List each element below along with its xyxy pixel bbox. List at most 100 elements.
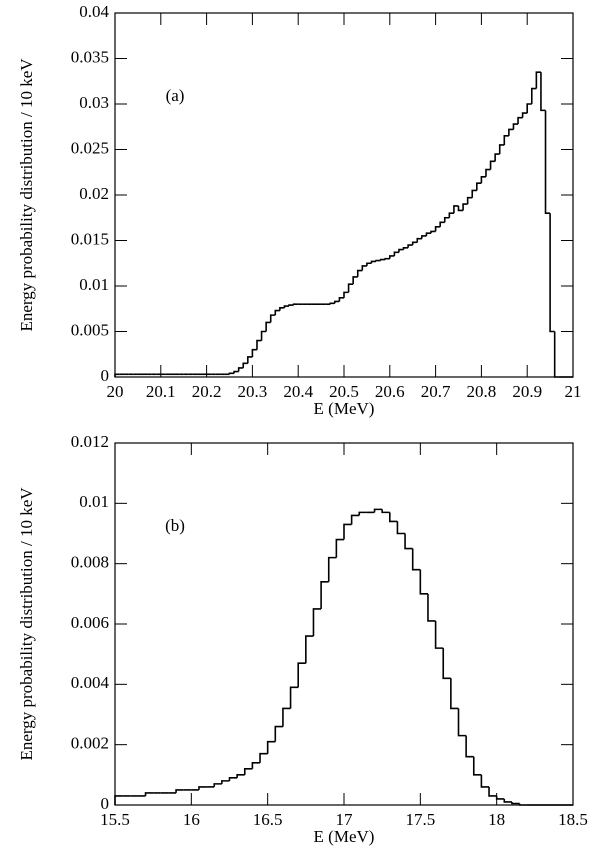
histogram-bin (526, 103, 532, 114)
histogram-bin (175, 789, 184, 793)
histogram-bin (396, 521, 406, 535)
histogram-bin (511, 801, 520, 805)
histogram-bin (327, 556, 337, 582)
x-tick-label: 21 (565, 382, 582, 401)
histogram-bin (343, 291, 349, 298)
histogram-bin (297, 662, 306, 688)
x-tick-label: 20.6 (375, 382, 405, 401)
histogram-bin (251, 761, 261, 769)
x-axis-label: E (MeV) (314, 827, 375, 846)
x-tick-label: 15.5 (100, 810, 130, 829)
histogram-bin (279, 307, 285, 311)
histogram-bin (358, 511, 367, 516)
y-tick-label: 0 (101, 794, 110, 813)
plot-frame (114, 442, 574, 806)
histogram-bin (544, 110, 551, 214)
histogram-bin (329, 302, 335, 305)
y-tick-label: 0.008 (71, 553, 109, 572)
histogram-bin (335, 538, 344, 558)
histogram-bin (265, 321, 271, 332)
histogram-bin (489, 160, 496, 170)
histogram-bin (498, 144, 505, 155)
histogram-bin (144, 792, 154, 796)
histogram-bin (434, 226, 441, 232)
histogram-bin (381, 509, 390, 514)
histogram-bin (114, 373, 120, 377)
histogram-bin (237, 367, 244, 372)
histogram-bin (347, 283, 354, 293)
histogram-bin (503, 135, 509, 145)
y-tick-label: 0.005 (71, 320, 109, 339)
histogram-bin (540, 72, 546, 112)
histogram-bin (448, 212, 454, 218)
histogram-bin (266, 740, 276, 754)
y-tick-label: 0.01 (79, 492, 109, 511)
histogram-bin (476, 182, 482, 191)
histogram-bin (384, 257, 390, 260)
y-tick-label: 0.015 (71, 229, 109, 248)
histogram-bin (407, 244, 413, 248)
histogram-bin (228, 372, 235, 375)
histogram-bin (494, 153, 500, 162)
histogram-bin (282, 707, 291, 727)
histogram-bin (334, 300, 340, 304)
histogram-bin (283, 305, 290, 308)
y-tick-label: 0.004 (71, 673, 110, 692)
histogram-bin (259, 752, 268, 763)
histogram-bin (338, 297, 344, 302)
histogram-bin (450, 678, 459, 710)
histogram-bin (518, 803, 528, 806)
histogram-bin (352, 276, 358, 285)
y-tick-label: 0.01 (79, 275, 109, 294)
y-tick-label: 0.04 (79, 2, 109, 21)
histogram-bin (465, 735, 474, 758)
x-tick-label: 20.7 (421, 382, 451, 401)
histogram-bin (530, 87, 537, 104)
histogram-bin (485, 168, 491, 177)
histogram-bin (320, 580, 329, 609)
histogram-bin (427, 593, 436, 622)
y-tick-label: 0.02 (79, 184, 109, 203)
histogram-bin (439, 221, 445, 227)
histogram-bin (398, 248, 404, 253)
histogram-bin (402, 246, 409, 250)
x-tick-label: 20.3 (238, 382, 268, 401)
histogram-bin (393, 251, 399, 256)
histogram-bin (274, 725, 283, 742)
histogram-bin (553, 331, 560, 378)
histogram-bin (488, 786, 497, 797)
x-tick-label: 18 (488, 810, 505, 829)
x-tick-label: 17 (336, 810, 354, 829)
histogram-bin (462, 203, 468, 211)
x-tick-label: 16.5 (253, 810, 283, 829)
histogram-bin (549, 213, 555, 333)
x-tick-label: 16 (183, 810, 200, 829)
histogram-bin (404, 533, 413, 550)
histogram-bin (495, 795, 505, 800)
x-axis-label: E (MeV) (314, 399, 375, 418)
histogram-bin (453, 205, 459, 214)
histogram-bin (356, 269, 363, 277)
histogram-bin (379, 258, 386, 261)
histogram-bin (442, 648, 451, 680)
histogram-bin (242, 362, 248, 368)
x-tick-label: 17.5 (405, 810, 435, 829)
histogram-bin (289, 686, 299, 709)
histogram-bin (274, 309, 280, 316)
histogram-bin (480, 176, 486, 184)
histogram-bin (457, 708, 467, 737)
histogram-bin (471, 189, 477, 198)
histogram-bin (221, 780, 230, 784)
y-tick-label: 0.03 (79, 93, 109, 112)
histogram-bin (251, 348, 257, 357)
x-tick-label: 20.1 (146, 382, 176, 401)
histogram-bin (434, 620, 444, 649)
histogram-bin (366, 262, 372, 266)
panel-annotation: (a) (166, 86, 185, 105)
histogram-bin (508, 128, 514, 136)
histogram-bin (411, 241, 418, 246)
histogram-bin (114, 795, 123, 805)
histogram-bin (375, 259, 381, 262)
histogram-bin (416, 237, 422, 243)
y-axis-label: Energy probability distribution / 10 keV (17, 58, 36, 332)
